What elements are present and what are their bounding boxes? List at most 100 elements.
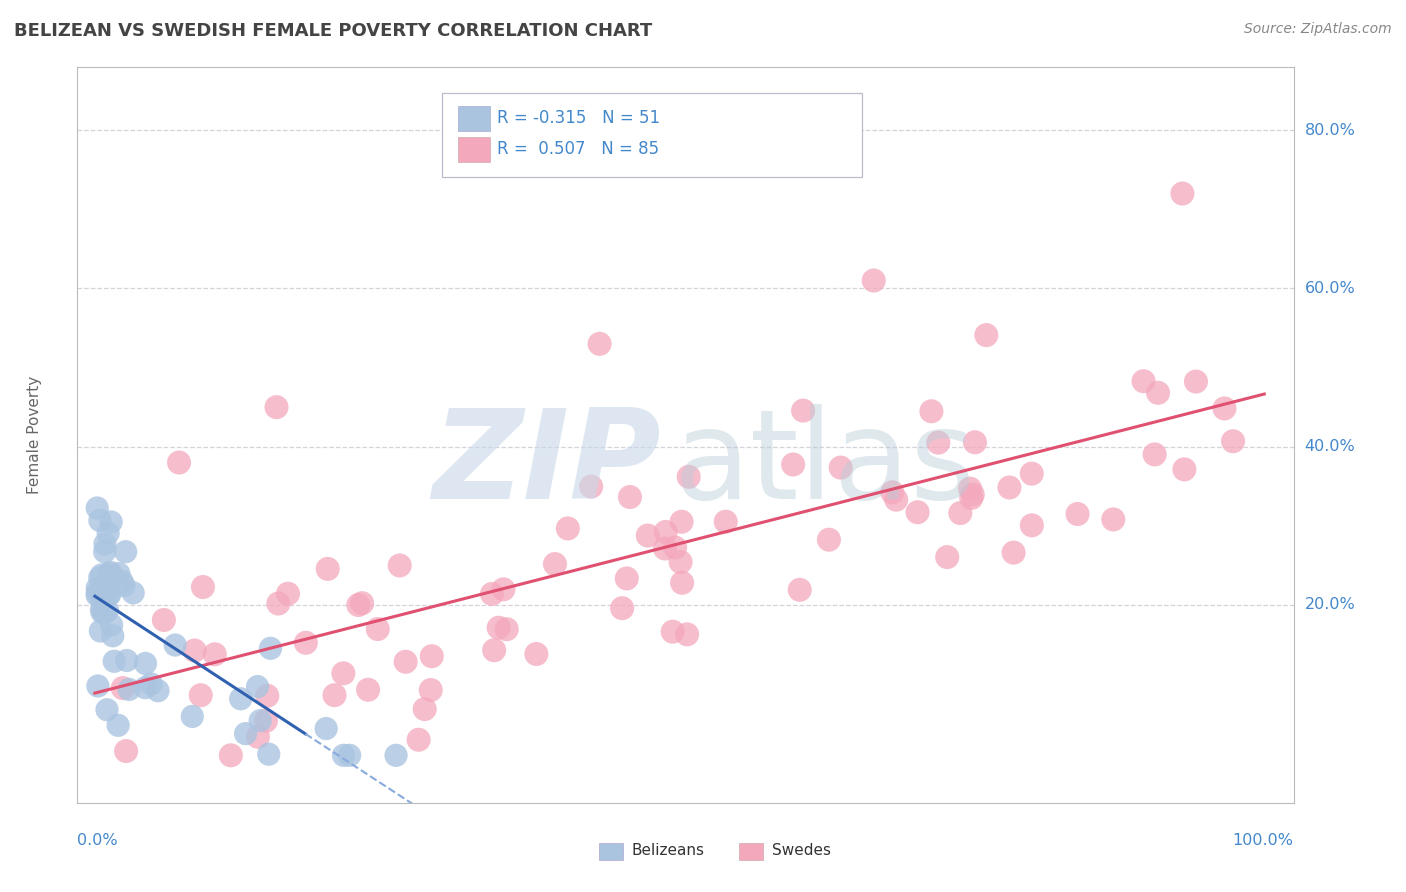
Point: [1132, 374, 1154, 388]
Point: [100, 566, 122, 580]
Point: [419, 683, 441, 698]
Point: [86, 588, 108, 602]
Point: [86, 501, 108, 516]
Point: [112, 578, 135, 592]
Point: [588, 336, 610, 351]
Point: [671, 515, 693, 529]
Point: [408, 732, 430, 747]
Point: [165, 638, 187, 652]
Point: [96, 703, 118, 717]
Point: [87, 679, 110, 693]
Text: 40.0%: 40.0%: [1305, 439, 1355, 454]
Point: [256, 689, 278, 703]
Point: [654, 541, 676, 556]
Point: [332, 666, 354, 681]
Point: [246, 680, 269, 694]
Point: [339, 748, 361, 763]
Point: [1213, 401, 1236, 416]
Point: [191, 580, 214, 594]
Text: Swedes: Swedes: [772, 843, 831, 858]
Point: [141, 677, 163, 691]
Point: [118, 682, 141, 697]
Point: [963, 435, 986, 450]
Point: [97, 526, 120, 541]
Point: [482, 643, 505, 657]
Point: [90, 602, 112, 616]
Point: [949, 506, 972, 520]
Point: [146, 683, 169, 698]
Point: [1185, 375, 1208, 389]
Point: [907, 505, 929, 519]
Point: [960, 491, 983, 505]
Text: 0.0%: 0.0%: [77, 833, 118, 848]
Point: [229, 691, 252, 706]
Point: [495, 622, 517, 636]
FancyBboxPatch shape: [599, 843, 623, 860]
Point: [96, 603, 118, 617]
Point: [98, 582, 121, 597]
Point: [98, 588, 121, 602]
Point: [676, 627, 699, 641]
Point: [257, 747, 280, 762]
Point: [134, 681, 156, 695]
Point: [167, 456, 190, 470]
Point: [1173, 462, 1195, 476]
Point: [557, 521, 579, 535]
Point: [884, 492, 907, 507]
Point: [1143, 447, 1166, 461]
Point: [492, 582, 515, 597]
Point: [413, 702, 436, 716]
Point: [89, 571, 111, 585]
Point: [101, 629, 124, 643]
Point: [481, 587, 503, 601]
Point: [1002, 546, 1025, 560]
Point: [882, 485, 904, 500]
Text: R =  0.507   N = 85: R = 0.507 N = 85: [496, 139, 659, 158]
Point: [267, 597, 290, 611]
Point: [323, 688, 346, 702]
Text: Female Poverty: Female Poverty: [27, 376, 42, 494]
Point: [792, 403, 814, 417]
Point: [111, 574, 134, 589]
Point: [962, 487, 984, 501]
Point: [927, 435, 949, 450]
Point: [91, 605, 114, 619]
Point: [488, 621, 510, 635]
Point: [959, 482, 981, 496]
Point: [1021, 467, 1043, 481]
Point: [107, 718, 129, 732]
Point: [100, 618, 122, 632]
FancyBboxPatch shape: [458, 106, 489, 131]
Point: [94, 537, 117, 551]
Point: [246, 730, 269, 744]
Point: [388, 558, 411, 573]
FancyBboxPatch shape: [441, 93, 862, 178]
Point: [90, 567, 112, 582]
Point: [219, 748, 242, 763]
Text: Belizeans: Belizeans: [631, 843, 704, 858]
Point: [100, 515, 122, 529]
Point: [394, 655, 416, 669]
FancyBboxPatch shape: [740, 843, 763, 860]
Point: [420, 649, 443, 664]
Point: [579, 479, 602, 493]
Point: [97, 566, 120, 581]
Point: [91, 593, 114, 607]
Text: Source: ZipAtlas.com: Source: ZipAtlas.com: [1244, 22, 1392, 37]
Point: [671, 575, 693, 590]
Point: [789, 582, 811, 597]
Point: [862, 274, 884, 288]
Point: [316, 562, 339, 576]
Point: [936, 550, 959, 565]
Point: [619, 490, 641, 504]
Text: 60.0%: 60.0%: [1305, 281, 1355, 296]
Point: [115, 653, 138, 667]
Point: [134, 657, 156, 671]
Point: [183, 643, 205, 657]
Point: [190, 688, 212, 702]
Point: [93, 545, 115, 559]
Point: [385, 748, 408, 763]
Point: [295, 636, 318, 650]
Point: [115, 744, 138, 758]
Point: [1222, 434, 1244, 449]
